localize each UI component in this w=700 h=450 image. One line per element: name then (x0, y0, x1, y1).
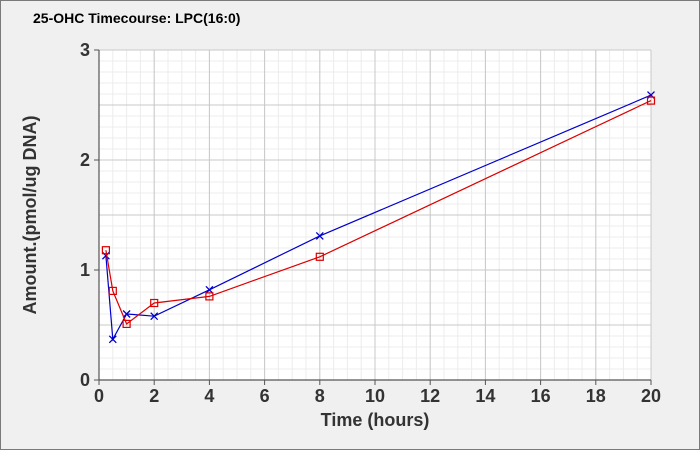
data-point-square (150, 298, 159, 308)
series-group (101, 91, 656, 344)
x-tick-label: 8 (315, 386, 325, 406)
y-tick-label: 3 (80, 40, 90, 60)
y-axis-label: Amount.(pmol/ug DNA) (20, 116, 40, 315)
data-point-x (205, 285, 214, 294)
x-tick-label: 0 (94, 386, 104, 406)
x-tick-label: 10 (365, 386, 385, 406)
x-tick-label: 20 (641, 386, 661, 406)
chart-title: 25-OHC Timecourse: LPC(16:0) (33, 10, 241, 26)
data-point-square (101, 246, 111, 255)
data-point-square (108, 286, 117, 295)
x-tick-label: 6 (260, 386, 270, 406)
data-point-square (646, 96, 656, 105)
axes (94, 49, 652, 385)
data-point-x (315, 231, 324, 240)
data-point-square (122, 319, 131, 328)
major-grid (98, 49, 652, 381)
y-tick-label: 1 (80, 260, 90, 280)
data-point-square (205, 292, 214, 301)
x-tick-label: 12 (420, 386, 440, 406)
x-tick-label: 16 (531, 386, 551, 406)
y-tick-label: 0 (80, 370, 90, 390)
x-tick-label: 18 (586, 386, 606, 406)
data-point-x (108, 335, 117, 344)
x-axis-label: Time (hours) (321, 410, 430, 430)
series-line-1 (105, 100, 652, 325)
y-tick-label: 2 (80, 150, 90, 170)
data-point-x (150, 312, 159, 321)
x-tick-label: 2 (149, 386, 159, 406)
data-point-x (122, 310, 131, 318)
x-tick-label: 14 (475, 386, 495, 406)
data-point-square (315, 252, 324, 261)
x-tick-label: 4 (204, 386, 214, 406)
